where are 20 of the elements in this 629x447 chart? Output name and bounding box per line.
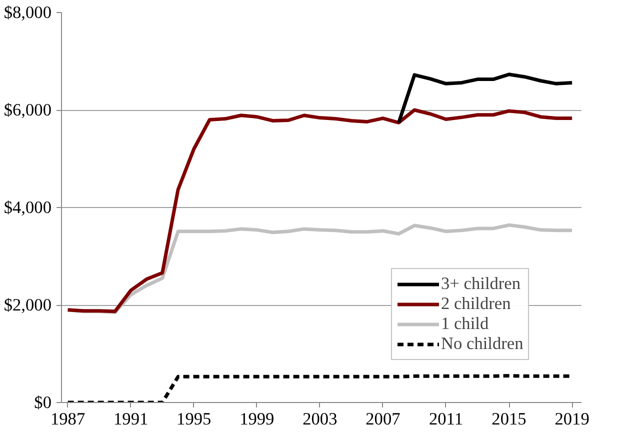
x-tick-label: 1987 (50, 410, 86, 428)
y-tick-label: $0 (34, 393, 52, 412)
legend-label: No children (441, 334, 524, 354)
x-tick-label: 2011 (428, 410, 463, 428)
y-tick-label: $8,000 (4, 3, 52, 22)
x-tick-label: 2003 (302, 410, 338, 428)
y-tick-label: $4,000 (4, 198, 52, 217)
legend-label: 2 children (441, 294, 511, 314)
x-tick-label: 2019 (554, 410, 590, 428)
legend-label: 3+ children (441, 274, 521, 294)
x-tick-label: 1999 (240, 410, 274, 428)
legend-label: 1 child (441, 314, 489, 334)
x-tick-label: 1995 (176, 410, 212, 428)
y-tick-label: $6,000 (4, 100, 52, 120)
x-tick-label: 2015 (492, 410, 526, 428)
x-tick-label: 1991 (114, 410, 148, 428)
line-series (66, 108, 574, 314)
x-tick-label: 2007 (366, 410, 401, 428)
y-tick-label: $2,000 (4, 296, 52, 314)
line-series (396, 72, 574, 124)
